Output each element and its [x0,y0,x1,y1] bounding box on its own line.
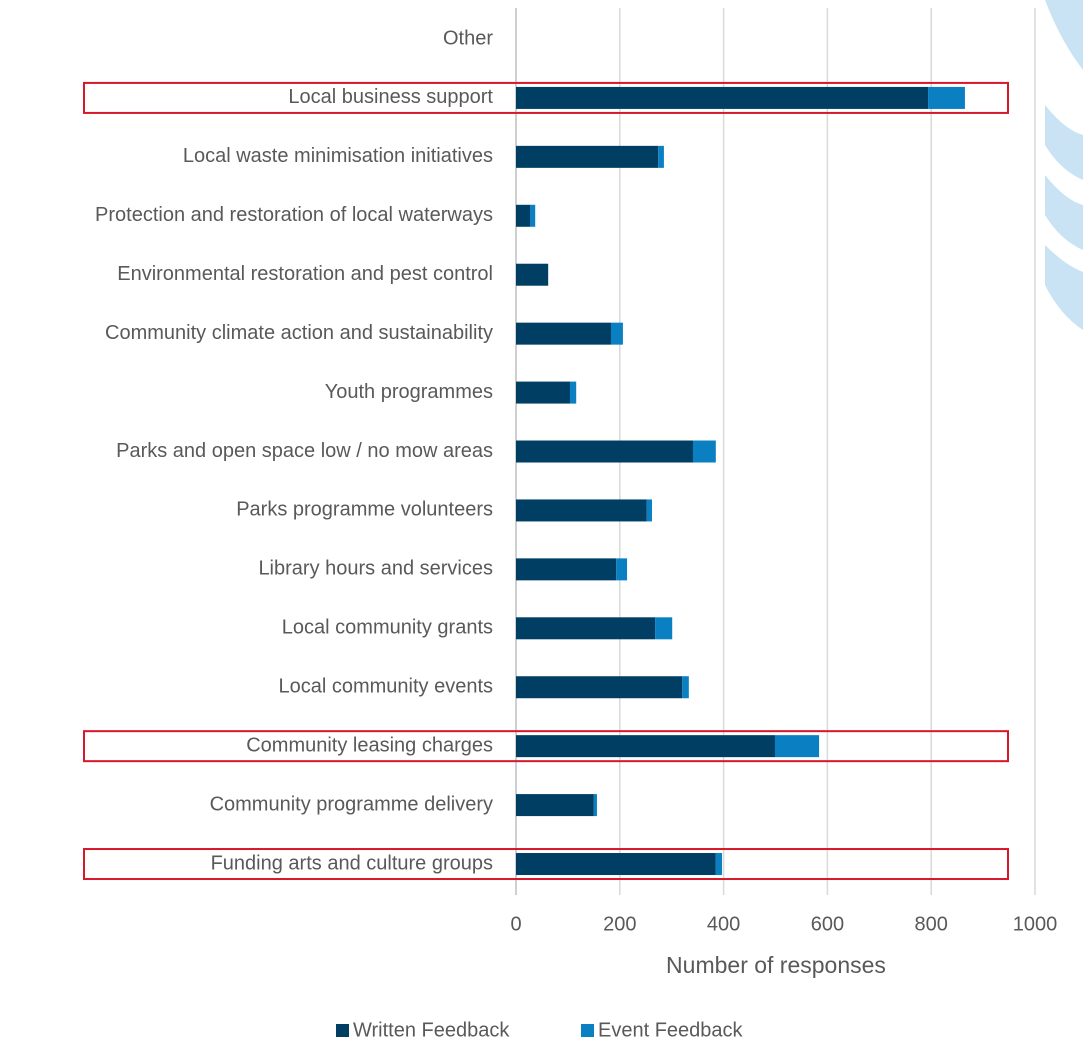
bar-segment [682,676,689,699]
category-label: Local community grants [282,617,493,639]
highlight-box [83,730,1009,763]
category-label: Other [443,27,493,49]
bar-segment [928,86,965,109]
bar-segment [616,558,628,581]
x-axis-title: Number of responses [666,952,886,978]
bar-segment [655,617,673,640]
category-label: Community climate action and sustainabil… [105,322,493,344]
category-label: Local waste minimisation initiatives [183,145,493,167]
x-tick-label: 200 [603,913,636,935]
bar-segment [516,558,617,581]
category-label: Library hours and services [258,558,493,580]
category-label: Community programme delivery [210,793,493,815]
bar-segment [516,86,929,109]
legend-swatch [336,1024,349,1037]
category-label: Parks programme volunteers [236,499,493,521]
legend-label: Written Feedback [353,1019,510,1041]
decor-arc [1045,245,1083,330]
decoration [1045,0,1083,330]
bar-segment [530,204,536,227]
bar-segment [593,794,597,817]
category-label: Local business support [288,86,493,108]
bar-segment [610,322,623,345]
bar-segment [692,440,716,463]
highlight-box [83,848,1009,881]
decor-arc [1045,0,1083,70]
decor-arc [1045,175,1083,250]
legend-label: Event Feedback [598,1019,744,1041]
x-tick-label: 0 [510,913,521,935]
category-label: Youth programmes [325,381,493,403]
category-label: Protection and restoration of local wate… [95,204,493,226]
bar-segment [516,853,716,876]
bar-segment [774,735,820,758]
bar-segment [516,440,693,463]
bar-segment [646,499,652,522]
bar-segment [715,853,723,876]
bar-segment [516,794,594,817]
x-tick-label: 1000 [1013,913,1058,935]
legend-swatch [581,1024,594,1037]
x-tick-label: 800 [915,913,948,935]
highlight-box [83,81,1009,114]
bar-segment [658,145,664,168]
category-label: Parks and open space low / no mow areas [116,440,493,462]
bar-segment [516,263,549,286]
bar-segment [516,676,683,699]
category-label: Environmental restoration and pest contr… [117,263,493,285]
x-tick-label: 400 [707,913,740,935]
bar-segment [516,145,659,168]
bar-segment [516,204,531,227]
bar-segment [569,381,577,404]
bar-segment [516,381,570,404]
category-label: Funding arts and culture groups [211,852,493,874]
category-label: Community leasing charges [246,734,493,756]
decor-arc [1045,105,1083,180]
category-label: Local community events [278,676,493,698]
bar-segment [516,735,775,758]
bar-segment [516,617,656,640]
x-tick-label: 600 [811,913,844,935]
bar-segment [516,322,611,345]
bar-segment [516,499,647,522]
